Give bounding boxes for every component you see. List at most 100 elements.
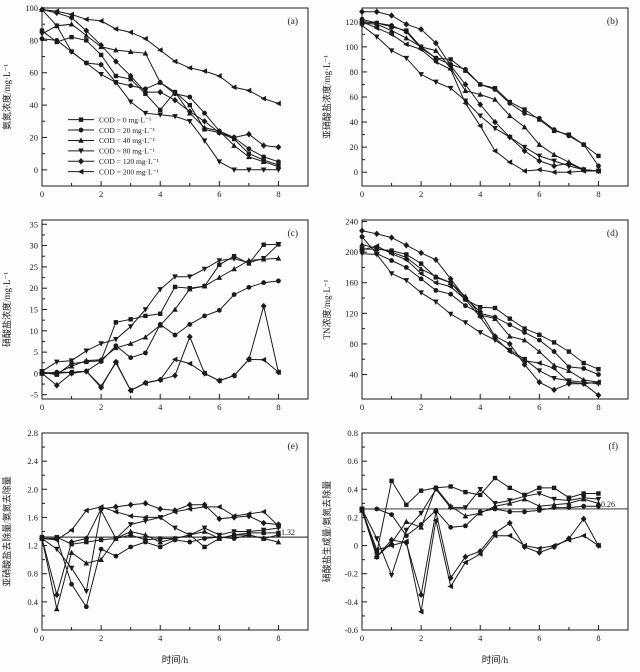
triangle-down-marker: [231, 256, 237, 262]
triangle-left-marker: [216, 377, 222, 384]
axes: 0 2 4 6 8 40 80 120 160 200 240: [345, 217, 600, 412]
diamond-marker: [201, 501, 208, 508]
chart-e-svg: 0 2 4 6 8 0 0.4 0.8 1.2 1.6 2.0 2.4 2.8 亚硝酸盐去除量/氨氮去除量…: [1, 428, 309, 666]
circle-marker: [202, 110, 207, 116]
triangle-left-marker: [142, 35, 148, 42]
diamond-marker: [536, 157, 543, 165]
triangle-up-marker: [536, 348, 543, 354]
triangle-up-marker: [231, 532, 237, 538]
circle-marker: [492, 87, 498, 92]
diamond-marker: [432, 39, 439, 47]
x-tick-label: 6: [537, 402, 541, 412]
triangle-left-marker: [580, 532, 587, 539]
triangle-left-marker: [565, 537, 572, 543]
y-tick-label: 5: [34, 347, 38, 357]
diamond-marker: [447, 275, 454, 283]
diamond-marker: [521, 147, 528, 155]
triangle-up-marker: [142, 50, 149, 56]
triangle-left-marker: [358, 18, 365, 25]
triangle-up-marker: [246, 532, 252, 538]
triangle-down-marker: [418, 72, 424, 78]
triangle-down-marker: [201, 266, 208, 273]
axes: 0 2 4 6 8 -0.6 -0.4 -0.2 0 0.2 0.4 0.6 0.8: [345, 428, 601, 643]
triangle-left-marker: [231, 372, 237, 379]
circle-marker: [202, 536, 207, 541]
triangle-down-marker: [536, 153, 543, 159]
triangle-left-marker: [231, 84, 237, 91]
x-tick-label: 6: [217, 633, 221, 643]
triangle-down-marker: [260, 527, 267, 534]
triangle-down-marker: [551, 496, 557, 503]
diamond-marker: [477, 308, 484, 315]
x-axis-title: 时间/h: [162, 654, 189, 666]
circle-marker: [246, 146, 252, 152]
triangle-left-marker: [595, 168, 601, 174]
square-marker: [69, 34, 74, 40]
triangle-up-marker: [388, 27, 395, 33]
triangle-left-marker: [157, 514, 163, 521]
triangle-left-marker: [245, 87, 252, 94]
triangle-left-marker: [186, 65, 193, 71]
triangle-left-marker: [112, 359, 119, 366]
square-marker: [522, 326, 527, 331]
series-triangle-down: [359, 486, 602, 579]
triangle-left-marker: [551, 542, 557, 549]
triangle-up-marker: [275, 255, 282, 261]
triangle-left-marker: [403, 538, 409, 545]
triangle-left-marker: [83, 507, 89, 514]
series-square: [39, 242, 281, 377]
triangle-left-marker: [260, 509, 267, 515]
triangle-up-marker: [201, 528, 208, 534]
triangle-down-marker: [433, 299, 439, 305]
triangle-down-marker: [418, 290, 424, 296]
triangle-down-marker: [83, 348, 90, 354]
triangle-down-marker: [113, 337, 119, 343]
y-axis-title: 硝酸盐生成量/氨氮去除量: [321, 481, 332, 583]
square-marker: [448, 57, 453, 62]
triangle-left-marker: [521, 542, 527, 549]
triangle-down-marker: [521, 144, 528, 151]
triangle-up-marker: [83, 560, 90, 566]
series-circle: [39, 532, 281, 610]
triangle-down-marker: [201, 525, 208, 531]
x-tick-label: 4: [478, 633, 483, 643]
series-triangle-left: [38, 356, 281, 394]
square-marker: [418, 488, 424, 493]
circle-marker: [403, 29, 409, 35]
triangle-up-marker: [477, 91, 484, 97]
triangle-down-marker: [373, 536, 380, 542]
y-tick-label: 0.4: [347, 484, 358, 494]
triangle-up-marker: [127, 340, 134, 346]
y-tick-label: 0: [34, 625, 38, 635]
square-marker: [478, 305, 483, 310]
triangle-down-marker: [186, 532, 193, 539]
triangle-left-marker: [127, 387, 134, 394]
circle-marker: [276, 159, 281, 165]
y-axis-title: 氨氮浓度/mg·L⁻¹: [1, 64, 12, 130]
triangle-left-marker: [551, 169, 557, 176]
triangle-up-marker: [359, 241, 365, 247]
circle-marker: [98, 62, 104, 68]
diamond-marker: [98, 42, 105, 49]
series-triangle-left: [358, 18, 601, 176]
y-axis-title: 亚硝酸盐浓度/mg·L⁻¹: [321, 55, 332, 139]
triangle-down-marker: [246, 529, 252, 535]
triangle-down-marker: [359, 23, 365, 29]
triangle-down-marker: [492, 126, 498, 132]
diamond-marker: [418, 249, 425, 257]
triangle-down-marker: [172, 274, 178, 280]
circle-marker: [187, 322, 193, 327]
y-tick-label: 2.4: [27, 456, 38, 466]
diamond-marker: [359, 8, 365, 15]
y-tick-label: 0: [34, 368, 38, 378]
diamond-marker: [595, 391, 602, 399]
circle-marker: [143, 350, 148, 356]
diamond-marker: [418, 26, 425, 33]
series-triangle-down: [39, 241, 282, 375]
square-marker: [492, 305, 498, 311]
y-tick-label: 40: [30, 100, 39, 110]
triangle-left-marker: [373, 243, 380, 249]
y-tick-label: 100: [25, 3, 38, 13]
